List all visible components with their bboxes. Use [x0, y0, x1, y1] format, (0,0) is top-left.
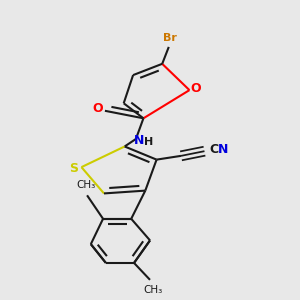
Text: S: S: [69, 162, 78, 175]
Text: CH₃: CH₃: [76, 180, 96, 190]
Text: O: O: [191, 82, 201, 95]
Text: N: N: [134, 134, 144, 147]
Text: N: N: [218, 143, 228, 156]
Text: C: C: [209, 143, 218, 156]
Text: O: O: [92, 102, 103, 116]
Text: H: H: [144, 137, 154, 147]
Text: Br: Br: [163, 33, 177, 43]
Text: CH₃: CH₃: [143, 286, 162, 296]
